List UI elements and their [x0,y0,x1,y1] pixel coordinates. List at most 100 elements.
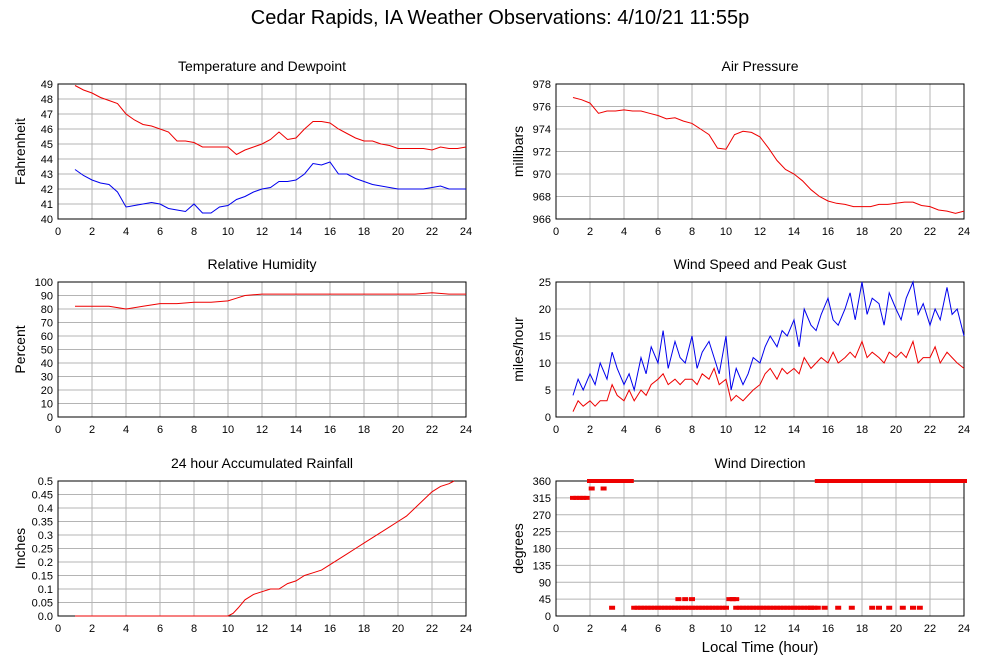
data-point [879,479,886,483]
y-tick-label: 0 [47,412,53,424]
data-point [916,605,923,610]
data-point [869,479,876,483]
data-point [580,495,587,500]
chart-title: Wind Direction [714,455,805,471]
data-point [743,605,750,610]
y-tick-label: 40 [41,358,53,370]
y-tick-label: 60 [41,331,53,343]
y-axis-label: Inches [12,528,28,569]
data-point [957,479,964,483]
y-tick-label: 0 [545,611,551,623]
data-point [916,479,923,483]
x-tick-label: 4 [123,623,129,635]
data-point [801,605,808,610]
x-tick-label: 0 [55,623,61,635]
y-tick-label: 45 [41,139,53,151]
data-point [899,605,906,610]
data-point [876,605,882,610]
x-tick-label: 0 [55,226,61,238]
x-tick-label: 24 [958,424,970,436]
data-point [777,605,784,610]
chart-humidity: 0 2 4 6 8 10 12 14 16 18 20 22 240102030405060708090… [12,256,472,436]
x-tick-label: 20 [392,623,404,635]
series-line [572,280,965,396]
plot-frame [57,281,467,418]
x-tick-label: 8 [191,623,197,635]
y-axis-label: Percent [12,325,28,373]
data-point [848,479,855,483]
chart-temp: 0 2 4 6 8 10 12 14 16 18 20 22 244041424344454647484… [12,58,472,238]
data-point [570,495,576,500]
y-tick-label: 47 [41,109,53,121]
data-point [825,479,831,483]
data-point [865,479,872,483]
data-point [609,605,616,610]
plot-frame [57,480,467,617]
series-line [572,97,965,214]
chart-title: Wind Speed and Peak Gust [674,256,847,272]
data-point [855,479,862,483]
x-tick-label: 18 [358,226,370,238]
chart-direction: 0 2 4 6 8 10 12 14 16 18 20 22 240459013518022527031… [510,455,970,656]
x-tick-label: 14 [788,226,800,238]
data-point [658,605,665,610]
data-point [682,605,689,610]
data-point [872,479,879,483]
data-point [961,479,967,483]
x-tick-label: 12 [754,226,766,238]
x-tick-label: 18 [358,424,370,436]
y-tick-label: 966 [533,214,551,226]
data-point [821,479,828,483]
data-point [821,605,828,610]
y-tick-label: 41 [41,199,53,211]
data-point [903,479,910,483]
x-tick-label: 24 [460,226,472,238]
data-point [750,605,757,610]
data-point [733,597,740,602]
x-tick-label: 22 [924,424,936,436]
y-tick-label: 0.4 [38,503,53,515]
y-tick-label: 48 [41,94,53,106]
data-point [723,605,729,610]
data-point [920,479,927,483]
y-tick-label: 180 [533,544,551,556]
x-tick-label: 10 [720,623,732,635]
data-point [886,605,893,610]
x-tick-label: 16 [324,424,336,436]
data-point [835,605,842,610]
x-tick-label: 18 [856,424,868,436]
y-tick-label: 976 [533,102,551,114]
x-tick-label: 4 [621,424,627,436]
data-point [614,479,621,483]
data-point [600,479,607,483]
y-tick-label: 70 [41,318,53,330]
series-line [75,292,466,310]
data-point [767,605,774,610]
y-axis-label: millibars [510,126,526,177]
y-tick-label: 100 [35,277,53,289]
data-point [665,605,672,610]
data-point [740,605,746,610]
y-tick-label: 49 [41,79,53,91]
x-tick-label: 0 [553,226,559,238]
data-point [797,605,804,610]
y-tick-label: 0.3 [38,530,53,542]
data-point [791,605,797,610]
y-tick-label: 25 [539,277,551,289]
data-point [617,479,624,483]
data-point [794,605,801,610]
data-point [604,479,610,483]
data-point [784,605,791,610]
x-tick-label: 22 [426,424,438,436]
chart-title: Relative Humidity [208,256,317,272]
data-point [831,479,838,483]
data-point [675,605,682,610]
data-point [675,597,682,602]
x-tick-label: 16 [822,424,834,436]
x-tick-label: 6 [157,424,163,436]
data-point [746,605,753,610]
data-point [947,479,954,483]
data-point [668,605,675,610]
data-point [590,479,597,483]
